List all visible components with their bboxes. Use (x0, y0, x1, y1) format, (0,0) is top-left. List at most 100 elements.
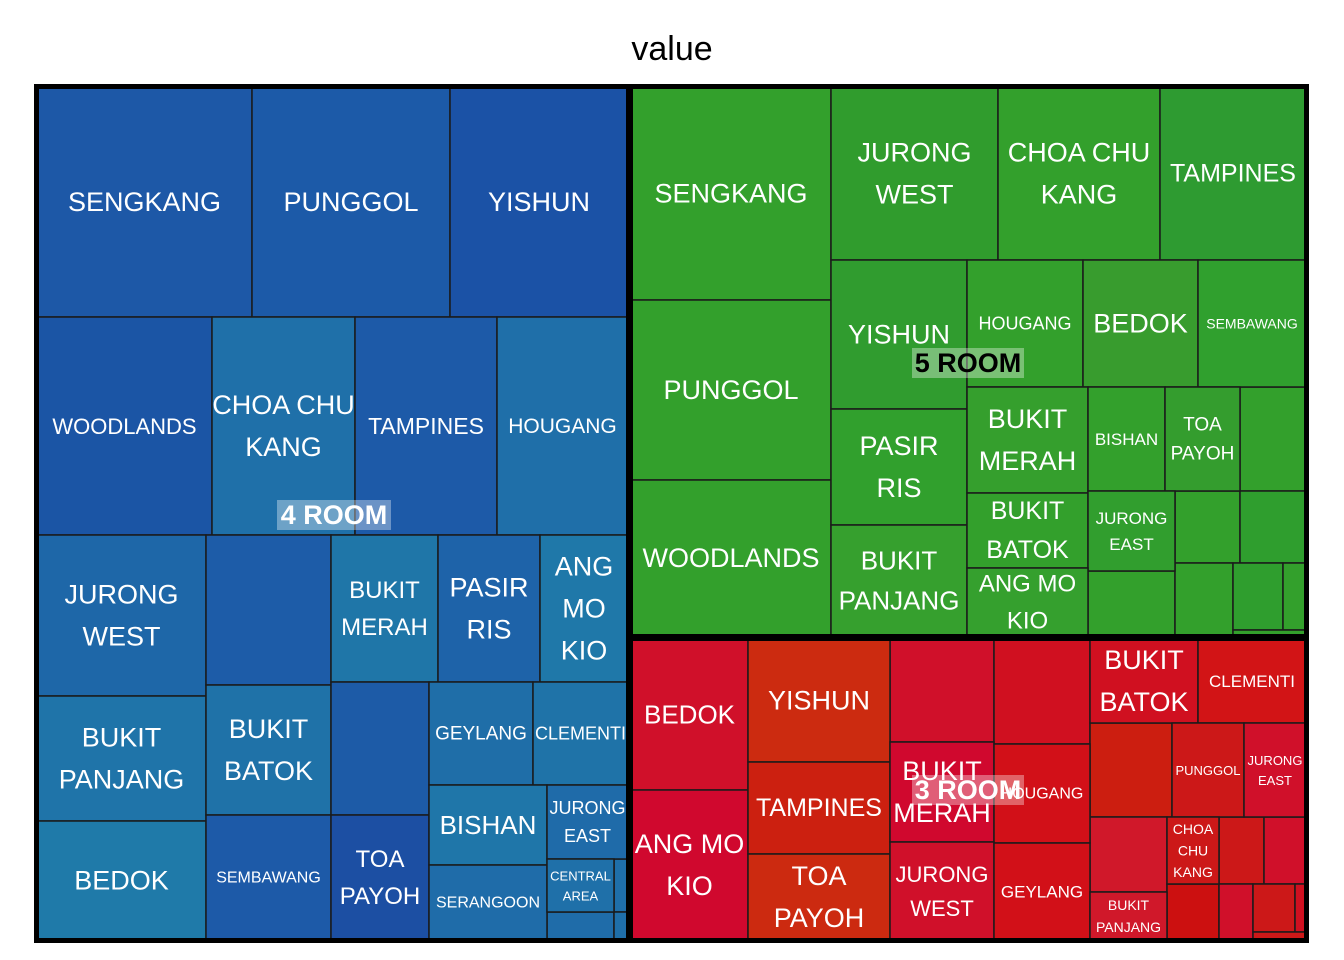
tile-label-pasir-ris: PASIR RIS (859, 431, 938, 503)
tile-label-jurong-west: JURONG WEST (858, 138, 972, 210)
treemap-tile-unlabeled (205, 534, 332, 686)
tile-label-bishan: BISHAN (440, 810, 537, 840)
treemap-tile-unlabeled (1089, 722, 1173, 818)
tile-label-jurong-west: JURONG WEST (896, 861, 989, 920)
tile-label-central-area: CENTRAL AREA (550, 868, 611, 903)
group-label-bg (912, 348, 1024, 378)
tile-label-bedok: BEDOK (1093, 309, 1188, 339)
treemap-tile-yishun (747, 638, 891, 763)
treemap-tile-ang-mo-kio (966, 567, 1089, 637)
treemap-tile-jurong-west (830, 86, 999, 261)
tile-label-jurong-east: JURONG EAST (1096, 508, 1168, 553)
tile-label-tampines: TAMPINES (1170, 160, 1296, 188)
tile-label-bedok: BEDOK (644, 700, 736, 730)
treemap-tile-bukit-merah (330, 534, 439, 683)
treemap-tile-jurong-east (1087, 490, 1176, 572)
tile-label-punggol: PUNGGOL (663, 375, 798, 405)
treemap-tile-unlabeled (1089, 816, 1168, 893)
treemap-tile-jurong-west (889, 841, 995, 941)
group-label-bg (912, 775, 1024, 805)
treemap-tile-bukit-batok (966, 492, 1089, 569)
treemap-tile-choa-chu-kang (1166, 816, 1220, 885)
tile-label-tampines: TAMPINES (368, 413, 484, 439)
treemap-tile-sembawang (1197, 259, 1307, 388)
chart-title: value (631, 30, 713, 68)
treemap-tile-hougang (496, 316, 629, 536)
treemap-tile-toa-payoh (747, 853, 891, 941)
treemap-tile-ang-mo-kio (539, 534, 629, 683)
treemap-tile-unlabeled (613, 858, 629, 913)
treemap-tile-unlabeled (1252, 883, 1296, 933)
tile-label-hougang: HOUGANG (1001, 785, 1084, 802)
treemap-tile-bukit-batok (205, 684, 332, 816)
group-label-5-room: 5 ROOM (915, 348, 1022, 378)
tile-label-woodlands: WOODLANDS (642, 543, 819, 573)
group-label-3-room: 3 ROOM (915, 775, 1022, 805)
tile-label-yishun: YISHUN (768, 686, 870, 716)
group-borders (34, 84, 1309, 943)
treemap-tile-tampines (354, 316, 498, 536)
treemap-tile-unlabeled (1218, 816, 1265, 885)
treemap-tile-bukit-merah (889, 741, 995, 843)
treemap-tile-serangoon (428, 864, 548, 941)
tile-label-yishun: YISHUN (848, 320, 950, 350)
tile-label-clementi: CLEMENTI (535, 724, 626, 744)
treemap-tile-central-area (546, 858, 615, 913)
group-label-bg (277, 500, 391, 530)
treemap-tile-yishun (830, 259, 968, 410)
treemap-tile-toa-payoh (1164, 386, 1241, 492)
tile-label-sengkang: SENGKANG (68, 187, 221, 217)
treemap-tile-bukit-batok (1089, 638, 1199, 724)
treemap-tile-yishun (449, 86, 629, 318)
tile-label-bukit-batok: BUKIT BATOK (1099, 645, 1188, 717)
treemap-tile-unlabeled (546, 911, 615, 941)
tile-label-toa-payoh: TOA PAYOH (340, 845, 420, 909)
treemap-tile-unlabeled (1218, 883, 1254, 941)
tile-label-punggol: PUNGGOL (283, 187, 418, 217)
tile-label-choa-chu-kang: CHOA CHU KANG (1008, 138, 1151, 210)
treemap-tile-unlabeled (993, 638, 1091, 745)
tile-label-jurong-east: JURONG EAST (1248, 752, 1303, 787)
treemap-tile-hougang (993, 743, 1091, 844)
group-labels: 4 ROOM 5 ROOM 3 ROOM (277, 348, 1024, 805)
tiles-layer: SENGKANG PUNGGOL YISHUN WOODLANDS CHOA CHU KA… (36, 86, 1307, 941)
tile-label-bukit-merah: BUKIT MERAH (979, 404, 1077, 476)
treemap-tile-punggol (630, 299, 832, 481)
tile-label-sembawang: SEMBAWANG (1206, 316, 1298, 332)
treemap-tile-unlabeled (889, 638, 995, 743)
tile-label-ang-mo-kio: ANG MO KIO (555, 552, 614, 666)
treemap-outer-border (34, 84, 1309, 943)
treemap-tile-bukit-panjang (830, 524, 968, 637)
tile-label-hougang: HOUGANG (508, 415, 617, 438)
tile-label-yishun: YISHUN (488, 187, 590, 217)
tile-label-tampines: TAMPINES (756, 794, 882, 822)
treemap-tile-jurong-east (546, 784, 629, 860)
treemap-tile-tampines (1159, 86, 1307, 261)
treemap-tile-punggol (1171, 722, 1245, 818)
treemap-tile-pasir-ris (437, 534, 541, 683)
tile-label-clementi: CLEMENTI (1209, 672, 1295, 691)
tile-label-jurong-west: JURONG WEST (65, 580, 179, 652)
treemap-tile-unlabeled (1282, 562, 1307, 631)
tile-label-bukit-panjang: BUKIT PANJANG (1096, 897, 1161, 935)
tile-label-punggol: PUNGGOL (1175, 763, 1240, 778)
tile-label-bukit-merah: BUKIT MERAH (893, 756, 991, 828)
treemap-tile-bukit-merah (966, 386, 1089, 494)
treemap-tile-jurong-west (36, 534, 207, 697)
treemap-tile-unlabeled (1232, 562, 1284, 631)
tile-label-serangoon: SERANGOON (436, 894, 540, 911)
tile-label-choa-chu-kang: CHOA CHU KANG (212, 390, 355, 462)
treemap-tile-bedok (36, 820, 207, 941)
tile-label-ang-mo-kio: ANG MO KIO (635, 829, 745, 901)
tile-label-hougang: HOUGANG (978, 314, 1071, 334)
tile-label-sembawang: SEMBAWANG (216, 869, 321, 886)
treemap-tile-unlabeled (1174, 490, 1241, 564)
treemap-tile-sengkang (630, 86, 832, 301)
treemap-tile-ang-mo-kio (630, 789, 749, 941)
treemap-tile-geylang (428, 681, 534, 786)
tile-label-bukit-batok: BUKIT BATOK (986, 497, 1069, 564)
treemap-tile-unlabeled (1166, 883, 1220, 941)
treemap-tile-geylang (993, 842, 1091, 941)
treemap-tile-punggol (251, 86, 451, 318)
